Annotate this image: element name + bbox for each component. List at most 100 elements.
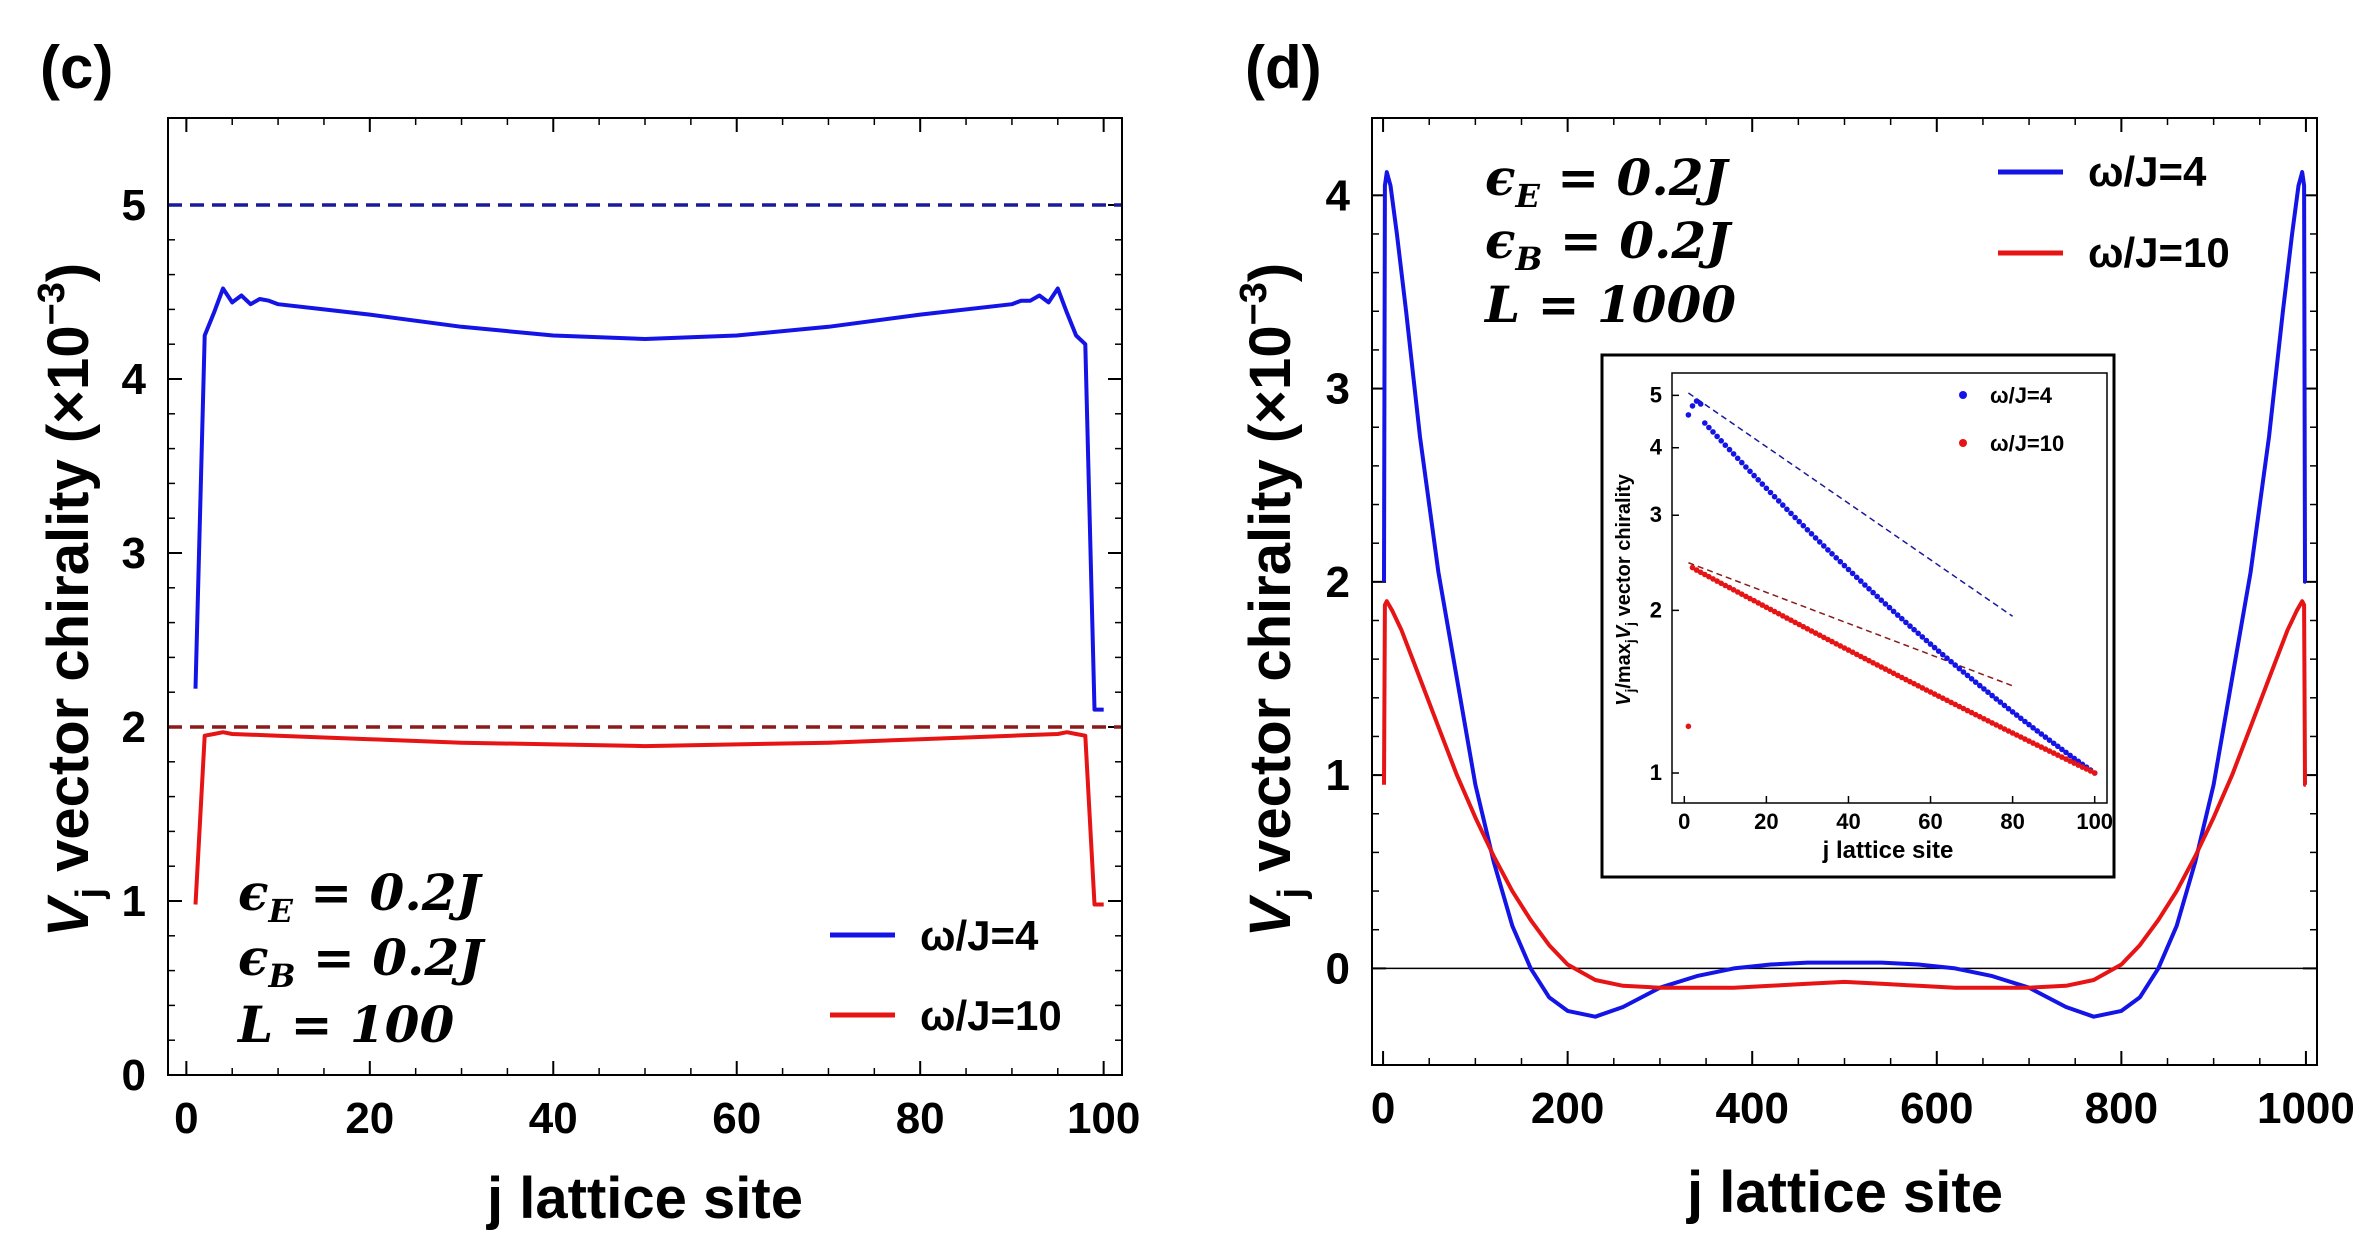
inset-point-0 <box>1866 586 1872 592</box>
inset-point-0 <box>2018 715 2024 722</box>
inset-point-0 <box>1845 566 1852 573</box>
inset-point-0 <box>1714 433 1720 440</box>
xlabel-c: j lattice site <box>486 1166 803 1231</box>
inset-point-1 <box>1743 593 1749 600</box>
inset-point-0 <box>1940 651 1946 658</box>
inset-point-0 <box>2063 749 2069 756</box>
inset-point-0 <box>1706 424 1712 431</box>
inset-point-0 <box>1784 506 1790 513</box>
inset-ytick-label-1: 2 <box>1650 597 1662 622</box>
ytick-label-c-4: 4 <box>122 355 147 404</box>
inset-point-0 <box>1997 699 2004 705</box>
ytick-label-d-2: 2 <box>1326 558 1350 607</box>
inset-chart: 0 20 40 60 80 100 1 2 3 4 5 j lattice site Vj/maxj… <box>1600 353 2116 879</box>
inset-point-0 <box>1804 527 1811 533</box>
inset-point-0 <box>1886 604 1893 611</box>
inset-point-0 <box>1841 562 1848 569</box>
annotation-block-c: ϵE = 0.2J ϵB = 0.2J L = 100 <box>236 863 486 1054</box>
inset-point-0 <box>1956 665 1963 672</box>
inset-point-0 <box>1927 641 1934 647</box>
inset-point-0 <box>1931 644 1938 651</box>
inset-point-0 <box>1960 669 1967 675</box>
inset-point-1 <box>1816 632 1823 638</box>
inset-ylabel: Vj/maxjVj vector chirality <box>1613 473 1638 706</box>
inset-point-1 <box>1726 584 1733 591</box>
panel-c: (c) 0 20 40 60 80 100 0 1 2 3 4 5 j lattice site Vj… <box>31 34 1140 1231</box>
frame-c <box>167 117 1123 1076</box>
legend-c: ω/J=4 ω/J=10 <box>830 912 1062 1039</box>
legend-label-d-1: ω/J=10 <box>2088 229 2230 276</box>
inset-point-0 <box>2005 705 2012 712</box>
inset-point-0 <box>1985 689 1991 695</box>
inset-point-0 <box>1816 539 1823 545</box>
inset-xtick-label-2: 40 <box>1836 809 1860 834</box>
inset-point-0 <box>1829 551 1835 557</box>
xtick-label-d-3: 600 <box>1900 1084 1973 1133</box>
inset-point-0 <box>1792 514 1798 521</box>
inset-point-0 <box>1771 493 1778 500</box>
xtick-label-d-4: 800 <box>2085 1084 2158 1133</box>
series-line-c-0 <box>193 286 1104 712</box>
inset-ytick-label-0: 1 <box>1650 760 1662 785</box>
annotation-eps-b-d: ϵB = 0.2J <box>1485 211 1733 278</box>
inset-point-0 <box>1743 464 1749 470</box>
inset-point-1 <box>1697 569 1704 576</box>
ytick-label-c-2: 2 <box>122 703 146 752</box>
inset-point-0 <box>1739 459 1745 466</box>
xtick-label-d-5: 1000 <box>2257 1084 2355 1133</box>
inset-point-0 <box>1882 601 1889 607</box>
inset-point-0 <box>1977 682 1983 689</box>
inset-legend-marker-1 <box>1959 439 1967 447</box>
inset-point-0 <box>2059 746 2065 753</box>
inset-point-1 <box>1722 582 1729 589</box>
xtick-label-c-2: 40 <box>529 1094 578 1143</box>
annotation-l-d: L = 1000 <box>1483 275 1736 334</box>
xlabel-d: j lattice site <box>1686 1160 2003 1225</box>
inset-point-1 <box>1751 597 1757 604</box>
inset-legend-marker-0 <box>1959 391 1967 399</box>
inset-point-1 <box>1829 638 1835 645</box>
inset-point-0 <box>2034 728 2040 734</box>
inset-xtick-label-4: 80 <box>2000 809 2024 834</box>
inset-point-0 <box>1726 446 1733 453</box>
inset-point-0 <box>1755 477 1761 483</box>
inset-point-0 <box>1870 589 1876 596</box>
inset-point-0 <box>2009 709 2016 715</box>
inset-ytick-label-2: 3 <box>1650 502 1662 527</box>
inset-point-1 <box>1714 578 1720 584</box>
xtick-label-c-1: 20 <box>345 1094 394 1143</box>
inset-point-0 <box>2030 725 2036 731</box>
annotation-block-d: ϵE = 0.2J ϵB = 0.2J L = 1000 <box>1483 148 1736 334</box>
inset-point-1 <box>1849 649 1856 655</box>
inset-point-0 <box>1935 648 1942 654</box>
inset-point-0 <box>1919 634 1926 640</box>
inset-point-1 <box>1739 591 1745 597</box>
inset-point-1 <box>2091 770 2098 776</box>
inset-point-0 <box>2050 740 2057 747</box>
inset-point-0 <box>1833 555 1839 561</box>
inset-legend-label-1: ω/J=10 <box>1990 431 2064 456</box>
legend-label-c-0: ω/J=4 <box>920 912 1039 959</box>
inset-legend-label-0: ω/J=4 <box>1990 383 2053 408</box>
inset-xtick-label-5: 100 <box>2076 809 2113 834</box>
inset-point-0 <box>1812 535 1819 541</box>
inset-point-0 <box>1710 429 1716 435</box>
inset-point-0 <box>1825 547 1831 553</box>
inset-xtick-label-1: 20 <box>1754 809 1778 834</box>
inset-point-0 <box>1702 420 1708 426</box>
inset-point-0 <box>1858 578 1864 584</box>
inset-legend: ω/J=4 ω/J=10 <box>1959 383 2064 456</box>
inset-point-0 <box>2022 718 2028 725</box>
inset-point-1 <box>1780 613 1786 619</box>
inset-point-0 <box>2046 737 2053 743</box>
inset-point-0 <box>2067 752 2073 759</box>
series-line-d-1 <box>1382 599 2307 990</box>
annotation-eps-e-d: ϵE = 0.2J <box>1485 148 1731 215</box>
inset-point-0 <box>1989 692 1995 699</box>
inset-point-outlier-0-0 <box>1685 412 1692 418</box>
panel-label-d: (d) <box>1245 34 1322 101</box>
panel-label-c: (c) <box>40 34 113 101</box>
